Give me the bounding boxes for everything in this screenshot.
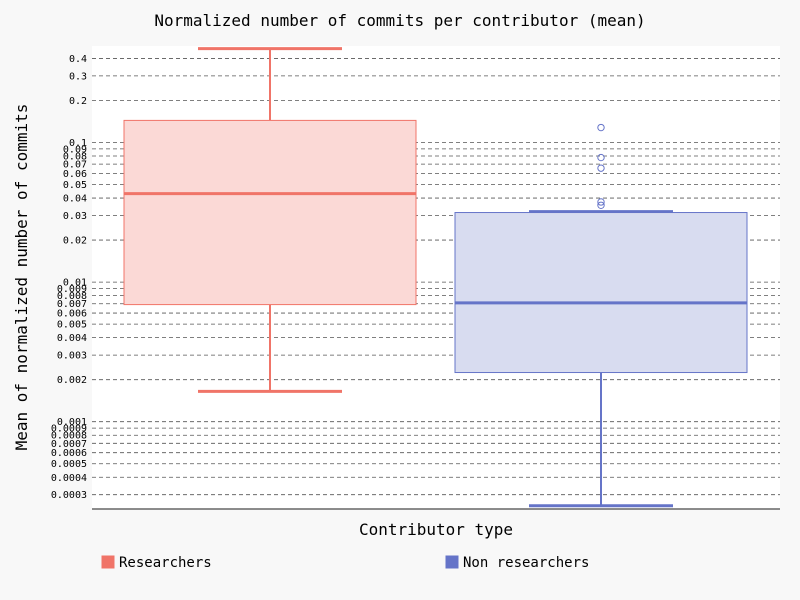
- chart-title: Normalized number of commits per contrib…: [154, 11, 645, 30]
- y-tick-label: 0.09: [63, 144, 87, 155]
- iqr-box: [123, 119, 417, 306]
- y-tick-label: 0.04: [63, 194, 87, 205]
- box-plot-non-researchers: [454, 123, 748, 508]
- y-axis-label: Mean of normalized number of commits: [12, 104, 31, 451]
- y-tick-label: 0.06: [63, 169, 87, 180]
- y-tick-label: 0.0009: [51, 424, 87, 435]
- box-layer: [123, 47, 748, 508]
- y-tick-label: 0.0005: [51, 459, 87, 470]
- legend-label: Non researchers: [463, 555, 589, 571]
- legend-swatch-non-researchers: [445, 555, 459, 569]
- y-tick-label: 0.08: [63, 152, 87, 163]
- y-tick-label: 0.1: [69, 138, 87, 149]
- iqr-box: [454, 212, 748, 374]
- outlier-point: [597, 153, 605, 162]
- y-tick-label: 0.006: [57, 309, 87, 320]
- outlier-point: [597, 201, 605, 209]
- y-tick-label: 0.004: [57, 333, 87, 344]
- y-tick-label: 0.01: [63, 278, 87, 289]
- y-tick-labels: 0.00030.00040.00050.00060.00070.00080.00…: [51, 54, 87, 501]
- y-tick-label: 0.001: [57, 417, 87, 428]
- y-tick-label: 0.4: [69, 54, 87, 65]
- y-tick-label: 0.008: [57, 291, 87, 302]
- legend-label: Researchers: [119, 555, 212, 571]
- y-tick-label: 0.002: [57, 375, 87, 386]
- box-plot-researchers: [123, 47, 417, 393]
- y-tick-label: 0.0003: [51, 490, 87, 501]
- y-tick-label: 0.2: [69, 96, 87, 107]
- outlier-point: [597, 164, 605, 172]
- y-tick-label: 0.0006: [51, 448, 87, 459]
- outlier-point: [597, 123, 605, 132]
- y-tick-label: 0.003: [57, 351, 87, 362]
- y-tick-label: 0.009: [57, 284, 87, 295]
- legend: Researchers Non researchers: [101, 555, 589, 571]
- y-tick-label: 0.3: [69, 71, 87, 82]
- y-tick-label: 0.0004: [51, 473, 87, 484]
- y-tick-label: 0.07: [63, 160, 87, 171]
- y-tick-label: 0.0008: [51, 431, 87, 442]
- y-tick-label: 0.0007: [51, 439, 87, 450]
- y-tick-label: 0.02: [63, 236, 87, 247]
- y-tick-label: 0.005: [57, 320, 87, 331]
- y-tick-label: 0.05: [63, 180, 87, 191]
- y-tick-label: 0.03: [63, 211, 87, 222]
- legend-swatch-researchers: [101, 555, 115, 569]
- x-axis-label: Contributor type: [359, 520, 513, 539]
- y-tick-label: 0.007: [57, 299, 87, 310]
- outlier-point: [597, 198, 605, 206]
